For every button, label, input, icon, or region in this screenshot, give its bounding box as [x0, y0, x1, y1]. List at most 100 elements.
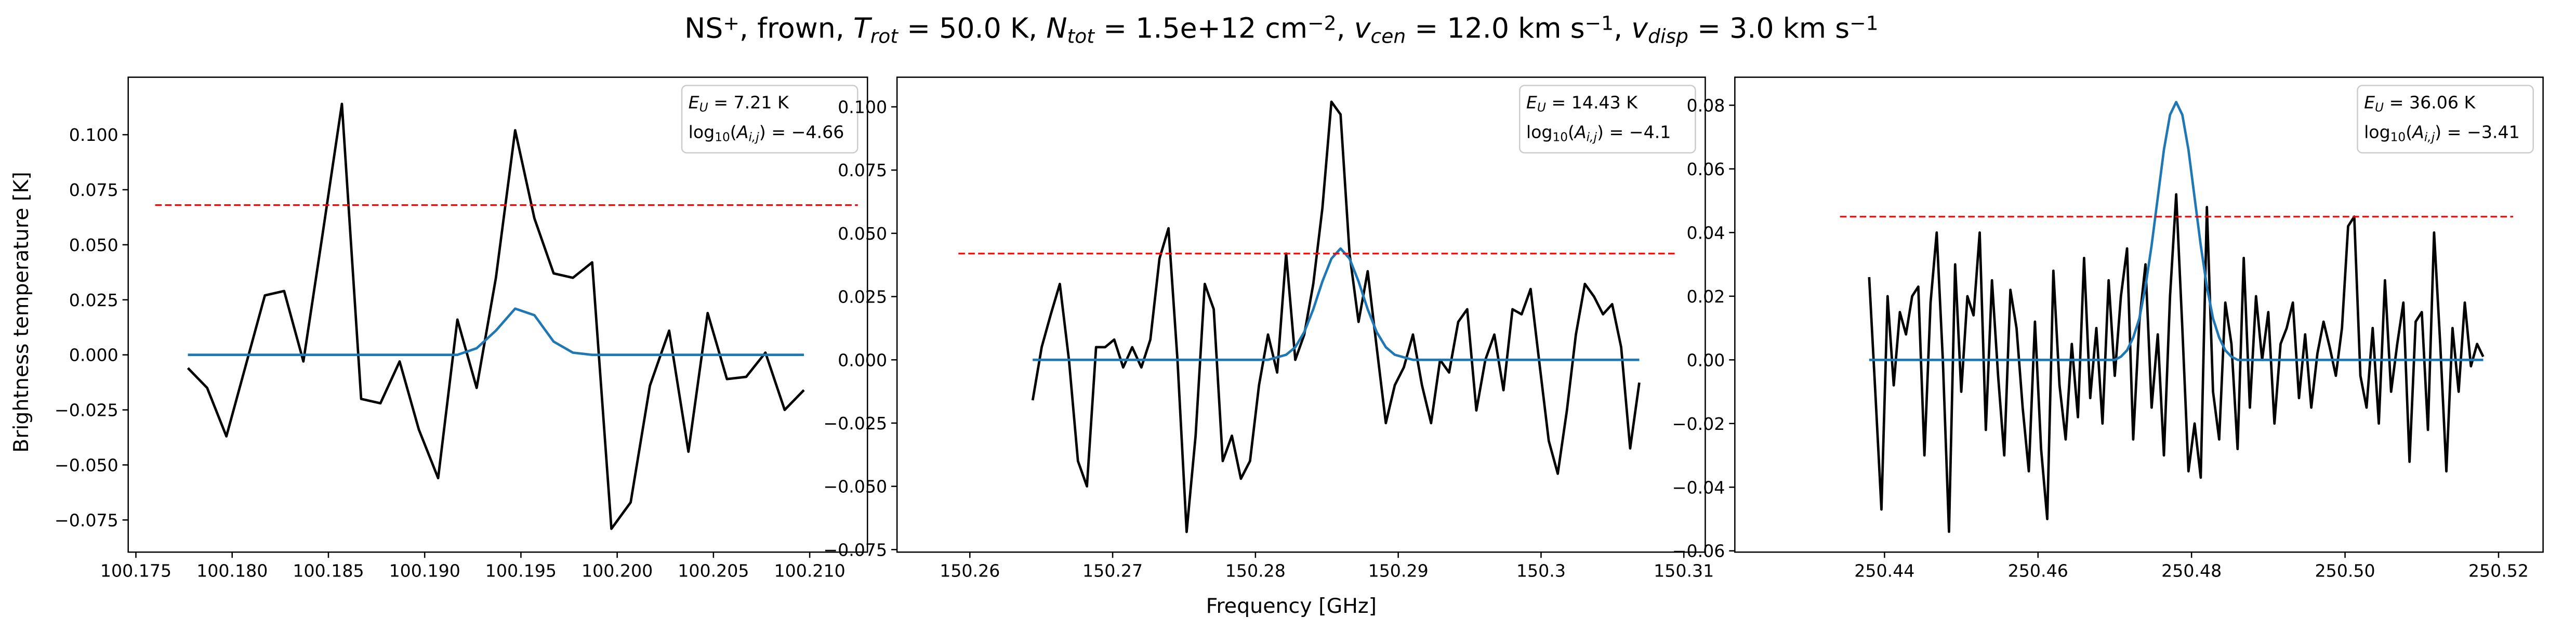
annotation-text: EU = 7.21 K [689, 93, 789, 115]
spectrum-line [187, 102, 805, 530]
annotation-box [681, 85, 858, 154]
text-part: E [1526, 93, 1537, 113]
text-part: i,j [1587, 130, 1597, 144]
y-tick-label: 0.100 [838, 97, 887, 117]
x-tick-label: 150.26 [940, 561, 1000, 581]
spectrum-line [188, 307, 804, 357]
x-tick-label: 100.185 [293, 561, 364, 581]
x-tick-label: 250.50 [2315, 561, 2375, 581]
y-tick-label: −0.06 [1672, 541, 1725, 561]
y-tick-label: 0.08 [1686, 95, 1725, 115]
text-part: T [853, 12, 873, 45]
text-part: ) = −4.66 [759, 122, 844, 142]
text-part: U [699, 100, 708, 114]
text-part: log [1526, 122, 1553, 142]
y-tick-label: −0.02 [1672, 414, 1725, 434]
x-tick-label: 100.190 [389, 561, 460, 581]
text-part: NS [684, 12, 723, 45]
annotation-box [1518, 85, 1696, 154]
figure-title: NS+, frown, Trot = 50.0 K, Ntot = 1.5e+1… [684, 12, 1879, 48]
text-part: ( [1568, 122, 1575, 142]
y-tick-label: 0.050 [69, 235, 118, 255]
y-tick-label: 0.075 [69, 180, 118, 200]
text-part: i,j [748, 130, 759, 144]
text-part: ( [2406, 122, 2412, 142]
y-tick-label: 0.02 [1686, 286, 1725, 307]
text-part: + [723, 12, 739, 35]
text-part: = 1.5e+12 cm [1094, 12, 1307, 45]
text-part: , [1614, 12, 1631, 45]
text-part: U [1537, 100, 1546, 114]
annotation-text: EU = 36.06 K [2364, 93, 2476, 115]
spectrum-line [1031, 100, 1641, 533]
text-part: rot [870, 24, 899, 47]
text-part: log [2364, 122, 2390, 142]
x-tick-label: 250.46 [2008, 561, 2068, 581]
text-part: A [1574, 122, 1587, 142]
y-tick-label: 0.025 [69, 290, 118, 310]
x-tick-label: 250.44 [1854, 561, 1914, 581]
text-part: E [689, 93, 699, 113]
text-part: v [1354, 12, 1371, 45]
text-part: E [2364, 93, 2375, 113]
text-part: disp [1648, 24, 1688, 47]
text-part: A [2411, 122, 2424, 142]
annotation-text: log10(Ai,j) = −4.66 [689, 122, 844, 145]
x-tick-label: 150.27 [1082, 561, 1143, 581]
text-part: = 3.0 km s [1688, 12, 1850, 45]
axes-frame [1734, 76, 2544, 553]
y-tick-label: 0.100 [69, 125, 118, 145]
text-part: i,j [2424, 130, 2435, 144]
text-part: = 14.43 K [1546, 93, 1638, 113]
annotation-text: log10(Ai,j) = −4.1 [1526, 122, 1671, 145]
x-tick-label: 250.48 [2161, 561, 2222, 581]
annotation-box [2357, 85, 2534, 154]
spectrum-line [1869, 100, 2483, 361]
text-part: cen [1371, 24, 1406, 47]
text-part: = 36.06 K [2384, 93, 2476, 113]
text-part: −2 [1307, 12, 1336, 35]
y-tick-label: −0.050 [55, 455, 118, 475]
text-part: −1 [1850, 12, 1878, 35]
x-tick-label: 250.52 [2468, 561, 2529, 581]
y-tick-label: −0.075 [823, 540, 887, 560]
y-tick-label: −0.050 [823, 477, 887, 497]
text-part: ) = −4.1 [1597, 122, 1671, 142]
x-axis-label: Frequency [GHz] [1206, 594, 1377, 618]
x-tick-label: 100.210 [774, 561, 845, 581]
text-part: ) = −3.41 [2435, 122, 2520, 142]
y-tick-label: 0.050 [838, 224, 887, 244]
axes-frame [896, 76, 1706, 553]
y-tick-label: 0.075 [838, 160, 887, 180]
text-part: 10 [2390, 130, 2406, 144]
x-tick-label: 150.31 [1654, 561, 1714, 581]
text-part: tot [1067, 24, 1095, 47]
text-part: log [689, 122, 715, 142]
text-part: −1 [1585, 12, 1614, 35]
y-tick-label: −0.025 [55, 400, 118, 421]
y-tick-label: −0.075 [55, 510, 118, 530]
text-part: v [1631, 12, 1648, 45]
y-tick-label: 0.06 [1686, 159, 1725, 179]
x-tick-label: 100.175 [100, 561, 171, 581]
y-tick-label: 0.04 [1686, 222, 1725, 243]
x-tick-label: 100.205 [678, 561, 749, 581]
spectrum-line [1868, 193, 2485, 533]
axes-frame [127, 76, 868, 553]
y-axis-label: Brightness temperature [K] [9, 172, 33, 453]
x-tick-label: 100.195 [485, 561, 557, 581]
text-part: N [1046, 12, 1067, 45]
y-tick-label: 0.000 [69, 345, 118, 365]
y-tick-label: 0.000 [838, 350, 887, 370]
y-tick-label: 0.025 [838, 287, 887, 307]
x-tick-label: 100.180 [196, 561, 268, 581]
y-tick-label: 0.00 [1686, 350, 1725, 370]
text-part: ( [730, 122, 737, 142]
annotation-text: log10(Ai,j) = −3.41 [2364, 122, 2520, 145]
x-tick-label: 100.200 [582, 561, 653, 581]
text-part: A [736, 122, 749, 142]
x-tick-label: 150.29 [1368, 561, 1429, 581]
text-part: = 12.0 km s [1406, 12, 1584, 45]
